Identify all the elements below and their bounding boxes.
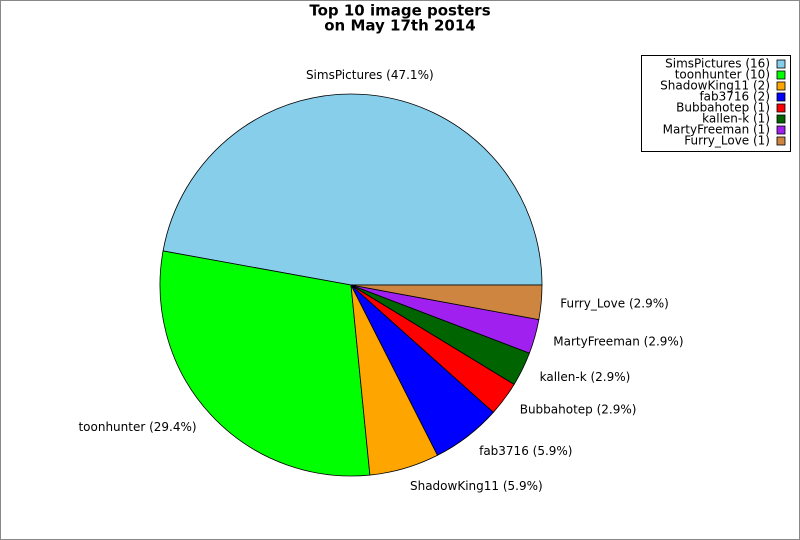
legend-label: Bubbahotep (1) <box>676 101 770 115</box>
slice-label: toonhunter (29.4%) <box>78 420 196 434</box>
legend-swatch <box>776 136 786 146</box>
legend-label: Furry_Love (1) <box>684 134 770 148</box>
pie-slice <box>350 284 543 321</box>
legend-swatch <box>776 125 786 135</box>
legend-swatch <box>776 114 786 124</box>
legend-label: MartyFreeman (1) <box>663 123 770 137</box>
legend-label: SimsPictures (16) <box>665 57 770 71</box>
slice-label: fab3716 (5.9%) <box>479 444 572 458</box>
slice-label: MartyFreeman (2.9%) <box>553 334 683 348</box>
slice-label: Furry_Love (2.9%) <box>560 297 669 311</box>
pie-slice <box>162 93 543 286</box>
legend-swatch <box>776 103 786 113</box>
legend-swatch <box>776 92 786 102</box>
legend-swatch <box>776 70 786 80</box>
slice-label: ShadowKing11 (5.9%) <box>410 479 543 493</box>
slice-label: Bubbahotep (2.9%) <box>520 403 637 417</box>
legend-label: toonhunter (10) <box>675 68 770 82</box>
chart-title: Top 10 image posters <box>309 2 490 20</box>
legend-swatch <box>776 81 786 91</box>
legend-label: fab3716 (2) <box>699 90 770 104</box>
chart-title: on May 17th 2014 <box>324 17 476 35</box>
slice-label: SimsPictures (47.1%) <box>306 68 434 82</box>
legend-box <box>641 55 791 152</box>
legend-label: ShadowKing11 (2) <box>660 79 770 93</box>
legend-swatch <box>776 59 786 69</box>
legend-label: kallen-k (1) <box>702 112 770 126</box>
slice-label: kallen-k (2.9%) <box>540 370 631 384</box>
pie-slice <box>159 250 371 477</box>
